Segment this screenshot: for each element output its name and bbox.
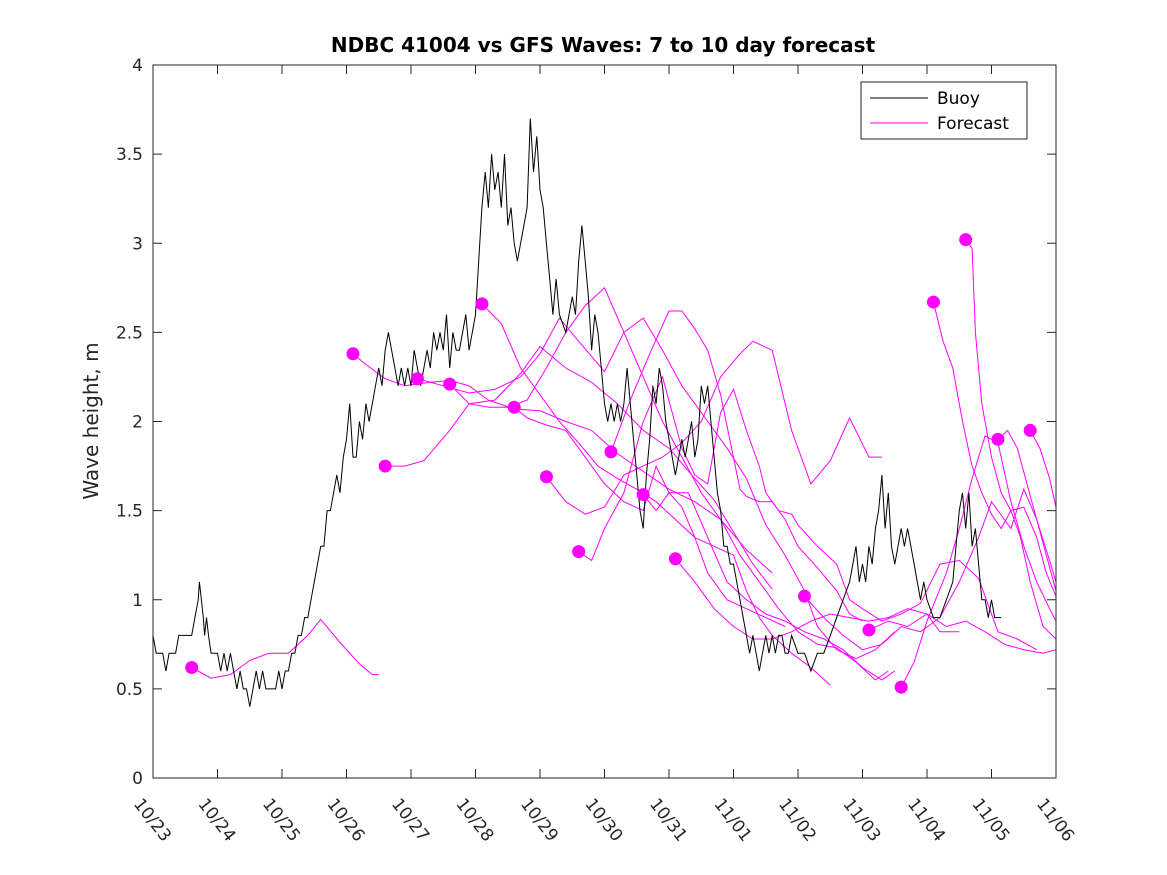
- y-tick-label: 1: [132, 591, 143, 611]
- forecast-line: [804, 487, 1057, 651]
- forecast-start-marker: [636, 488, 650, 502]
- y-tick-label: 3.5: [116, 145, 143, 165]
- forecast-line: [932, 301, 1057, 640]
- buoy-line: [152, 118, 1002, 707]
- y-tick-label: 0: [132, 769, 143, 789]
- chart-title: NDBC 41004 vs GFS Waves: 7 to 10 day for…: [331, 33, 876, 57]
- plot-area: [153, 65, 1056, 778]
- legend-label-buoy: Buoy: [937, 89, 980, 109]
- forecast-start-marker: [862, 623, 876, 637]
- forecast-line: [900, 435, 1057, 688]
- forecast-start-marker: [572, 545, 586, 559]
- legend-box: [860, 81, 1028, 140]
- forecast-line: [481, 303, 831, 686]
- y-axis-label: Wave height, m: [79, 342, 103, 499]
- forecast-line: [191, 618, 379, 679]
- forecast-line: [578, 375, 1037, 651]
- y-tick-label: 3: [132, 234, 143, 254]
- plot-frame: [152, 64, 1057, 779]
- legend: Buoy Forecast: [860, 81, 1028, 140]
- series-layer: [152, 118, 1057, 707]
- forecast-start-marker: [604, 445, 618, 459]
- y-tick-label: 2.5: [116, 323, 143, 343]
- forecast-line: [513, 406, 786, 627]
- forecast-start-marker: [475, 297, 489, 311]
- forecast-start-marker: [1023, 423, 1037, 437]
- forecast-line: [449, 286, 889, 681]
- forecast-start-marker: [894, 680, 908, 694]
- forecast-start-marker: [926, 295, 940, 309]
- forecast-line: [610, 310, 863, 622]
- forecast-line: [675, 558, 960, 640]
- forecast-start-marker: [185, 660, 199, 674]
- y-tick-label: 1.5: [116, 502, 143, 522]
- forecast-start-marker: [378, 459, 392, 473]
- y-axis: 0 0.5 1 1.5 2 2.5 3 3.5 4: [116, 56, 1056, 789]
- forecast-start-marker: [668, 552, 682, 566]
- forecast-start-marker: [797, 589, 811, 603]
- forecast-start-marker: [346, 347, 360, 361]
- forecast-start-marker: [539, 470, 553, 484]
- forecast-line: [385, 345, 773, 590]
- forecast-line: [965, 239, 1057, 597]
- legend-label-forecast: Forecast: [937, 114, 1009, 134]
- forecast-line: [868, 613, 1057, 654]
- forecast-start-marker: [443, 377, 457, 391]
- y-tick-label: 4: [132, 56, 143, 76]
- forecast-line: [546, 340, 882, 515]
- forecast-line: [417, 317, 896, 660]
- forecast-start-marker: [410, 372, 424, 386]
- y-tick-label: 0.5: [116, 680, 143, 700]
- forecast-start-marker: [507, 400, 521, 414]
- y-tick-label: 2: [132, 413, 143, 433]
- forecast-start-marker: [959, 233, 973, 247]
- forecast-line: [642, 492, 896, 681]
- forecast-line: [1029, 430, 1057, 508]
- forecast-line: [997, 429, 1057, 591]
- forecast-start-marker: [991, 432, 1005, 446]
